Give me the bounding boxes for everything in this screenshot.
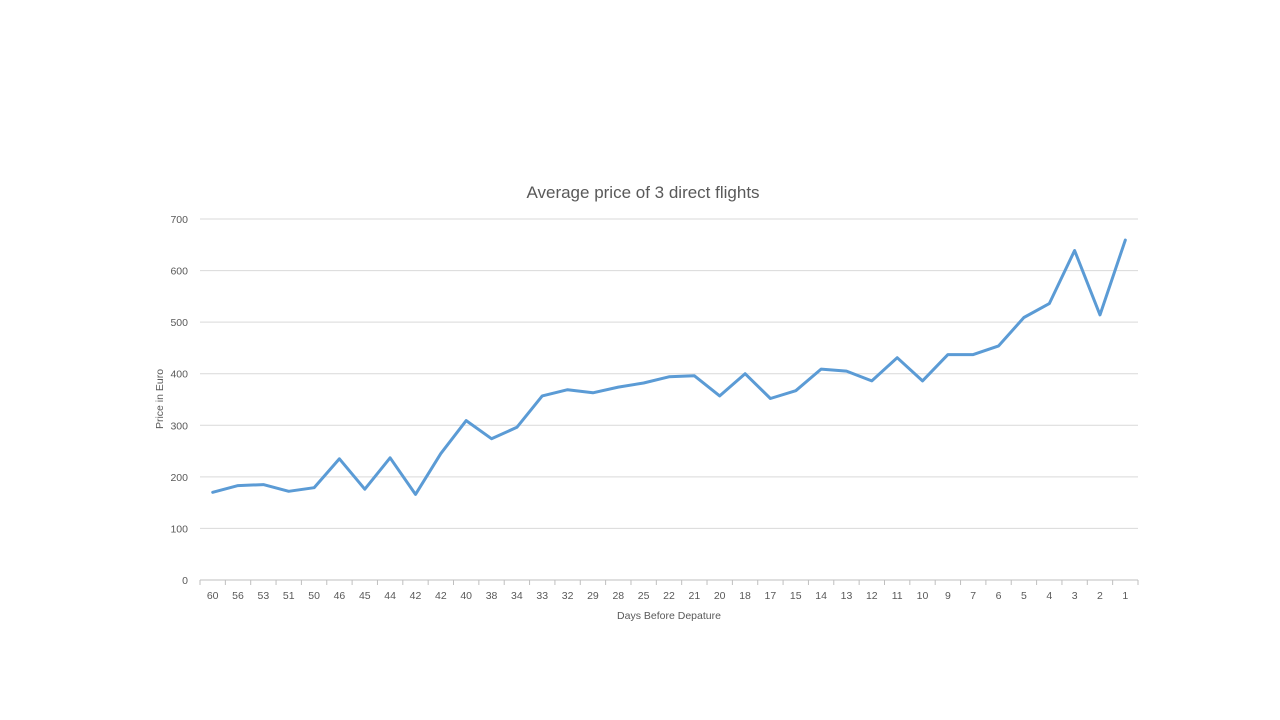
x-tick-label: 3 [1072, 590, 1078, 602]
x-tick-label: 14 [815, 590, 827, 602]
x-tick-label: 9 [945, 590, 951, 602]
x-tick-label: 56 [232, 590, 244, 602]
x-tick-label: 60 [207, 590, 219, 602]
y-axis-label: Price in Euro [154, 369, 166, 429]
x-tick-label: 6 [996, 590, 1002, 602]
x-tick-label: 22 [663, 590, 675, 602]
chart-title: Average price of 3 direct flights [526, 183, 759, 202]
y-tick-label: 300 [170, 420, 188, 432]
series-line [211, 238, 1127, 496]
x-tick-label: 34 [511, 590, 523, 602]
x-tick-label: 7 [970, 590, 976, 602]
x-tick-label: 50 [308, 590, 320, 602]
x-tick-label: 17 [765, 590, 777, 602]
x-tick-label: 33 [536, 590, 548, 602]
x-axis: 60 56 53 51 50 46 45 44 42 42 40 38 34 33 32 29 28 25 22 21… [199, 579, 1139, 602]
y-tick-label: 500 [170, 317, 188, 329]
x-tick-label: 42 [410, 590, 422, 602]
x-tick-label: 15 [790, 590, 802, 602]
x-tick-label: 4 [1046, 590, 1052, 602]
y-tick-label: 400 [170, 369, 188, 381]
x-tick-label: 44 [384, 590, 396, 602]
x-tick-label: 46 [334, 590, 346, 602]
x-tick-label: 38 [486, 590, 498, 602]
y-tick-label: 600 [170, 266, 188, 278]
gridlines [200, 218, 1138, 529]
x-tick-label: 2 [1097, 590, 1103, 602]
x-tick-label: 18 [739, 590, 751, 602]
x-tick-label: 11 [892, 590, 903, 602]
x-tick-label: 25 [638, 590, 650, 602]
x-tick-label: 42 [435, 590, 447, 602]
series-group [211, 238, 1127, 496]
x-tick-label: 53 [258, 590, 270, 602]
y-tick-label: 0 [182, 575, 188, 587]
x-tick-label: 21 [689, 590, 701, 602]
y-tick-label: 100 [170, 523, 188, 535]
x-tick-label: 51 [283, 590, 295, 602]
x-tick-label: 10 [917, 590, 929, 602]
y-axis-ticks: 0 100 200 300 400 500 600 700 [170, 214, 188, 587]
x-axis-label: Days Before Depature [617, 610, 721, 622]
x-tick-label: 29 [587, 590, 599, 602]
x-tick-label: 12 [866, 590, 878, 602]
y-tick-label: 200 [170, 472, 188, 484]
y-tick-label: 700 [170, 214, 188, 226]
x-tick-label: 5 [1021, 590, 1027, 602]
x-tick-label: 32 [562, 590, 574, 602]
x-tick-label: 45 [359, 590, 371, 602]
x-tick-label: 20 [714, 590, 726, 602]
x-tick-label: 28 [612, 590, 624, 602]
x-tick-label: 1 [1122, 590, 1128, 602]
x-tick-label: 40 [460, 590, 472, 602]
x-tick-label: 13 [841, 590, 853, 602]
